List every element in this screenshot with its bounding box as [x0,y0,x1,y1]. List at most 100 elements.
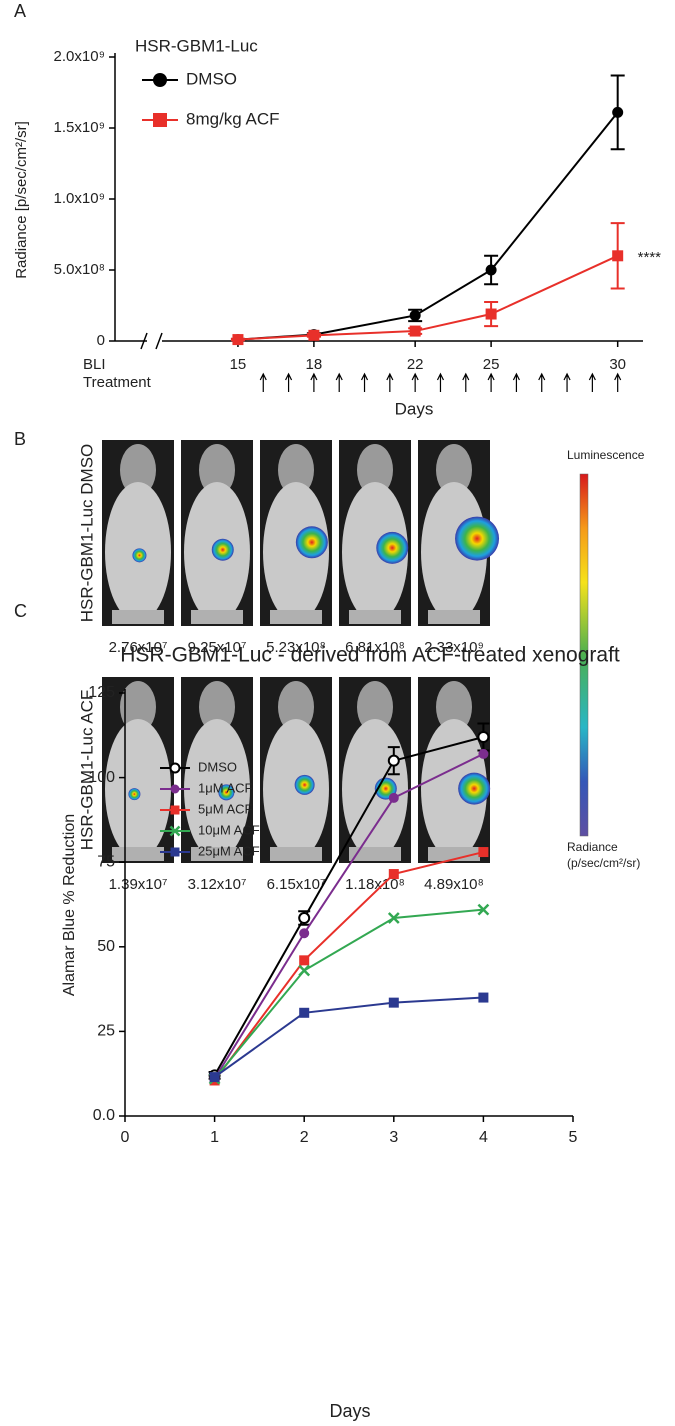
y-tick-label: 75 [97,853,115,870]
x-tick-label: 22 [407,356,424,373]
x-tick-label: 3 [389,1129,398,1146]
treatment-arrow [285,372,293,392]
series-line [214,996,484,1078]
radiance-value: 4.89x10⁸ [424,876,484,893]
legend-marker [153,113,167,127]
radiance-value: 6.81x10⁸ [345,639,405,656]
mouse-head [199,681,235,733]
panel-label: C [14,601,27,621]
mouse-legs [270,610,322,624]
marker [478,847,489,858]
marker [409,309,421,321]
legend-marker [169,825,181,837]
y-tick-label: 0 [97,332,105,349]
radiance-value: 2.76x10⁷ [109,639,168,656]
marker [388,792,399,803]
radiance-value: 9.25x10⁷ [188,639,247,656]
marker [299,1007,310,1018]
legend-title: HSR-GBM1-Luc [135,36,258,55]
marker [409,325,421,337]
mouse-head [120,681,156,733]
marker [477,730,490,743]
signal-blob [218,784,235,801]
colorbar [579,473,589,837]
treatment-arrow [563,372,571,392]
legend-label: 8mg/kg ACF [186,109,280,128]
mouse-head [357,681,393,733]
series-line [213,736,484,1076]
row-label: HSR-GBM1-Luc ACF [77,690,96,851]
colorbar-title: Luminescence [567,448,645,462]
x-axis-label: Days [329,1401,370,1421]
mouse-legs [112,610,164,624]
marker [298,964,311,977]
treatment-arrow [386,372,394,392]
x-tick-label: 30 [609,356,626,373]
marker [299,955,310,966]
signal-blob [132,548,147,563]
row-label: BLI [83,356,106,373]
y-axis-label: Alamar Blue % Reduction [61,814,78,996]
y-axis-label: Radiance [p/sec/cm²/sr] [13,121,30,279]
x-tick-label: 15 [230,356,247,373]
signal-blob [211,538,234,561]
signal-blob [128,788,141,801]
signal-blob [376,531,409,564]
legend-marker [169,762,181,774]
marker [308,329,320,341]
marker [612,250,624,262]
treatment-arrow [411,372,419,392]
legend-label: 5μM ACF [198,801,253,816]
panel-b: HSR-GBM1-Luc DMSO 2.76x10⁷ 9.25x10⁷ 5.23x10… [77,440,645,893]
mouse-body [263,482,329,622]
x-tick-label: 5 [569,1129,578,1146]
radiance-value: 6.15x10⁷ [267,876,326,893]
y-tick-label: 100 [88,769,115,786]
y-tick-label: 1.5x10⁹ [54,119,105,136]
legend-label: 10μM ACF [198,822,260,837]
radiance-value: 3.12x10⁷ [188,876,247,893]
treatment-arrow [310,372,318,392]
marker [612,106,624,118]
axis-break [140,332,148,350]
marker [232,334,244,346]
row-label: HSR-GBM1-Luc DMSO [77,444,96,623]
y-tick-label: 125 [88,684,115,701]
y-tick-label: 0.0 [93,1107,115,1124]
y-tick-label: 50 [97,938,115,955]
signal-blob [294,774,315,795]
mouse-head [199,444,235,496]
x-tick-label: 18 [306,356,323,373]
series-line [237,111,619,341]
legend-label: 1μM ACF [198,780,253,795]
radiance-value: 1.18x10⁸ [345,876,405,893]
legend-label: DMSO [186,69,237,88]
series-line [213,851,484,1082]
y-tick-label: 1.0x10⁹ [54,190,105,207]
marker [478,992,489,1003]
marker [387,912,400,924]
mouse-body [421,482,487,622]
marker [485,308,497,320]
treatment-arrow [462,372,470,392]
treatment-arrow [360,372,369,392]
colorbar-unit: Radiance [567,840,618,854]
legend-marker [153,73,167,87]
treatment-arrow [512,372,520,392]
legend-marker [170,784,180,794]
signal-blob [455,516,500,561]
legend-label: 25μM ACF [198,843,260,858]
mouse-legs [270,847,322,861]
panel-label: A [14,1,26,21]
radiance-value: 1.39x10⁷ [109,876,168,893]
signal-blob [295,526,328,559]
marker [299,928,310,939]
mouse-legs [191,847,243,861]
treatment-arrow [538,372,546,392]
x-tick-label: 1 [210,1129,219,1146]
colorbar-unit: (p/sec/cm²/sr) [567,856,640,870]
x-tick-label: 4 [479,1129,488,1146]
y-tick-label: 5.0x10⁸ [54,261,105,278]
marker [298,912,311,925]
